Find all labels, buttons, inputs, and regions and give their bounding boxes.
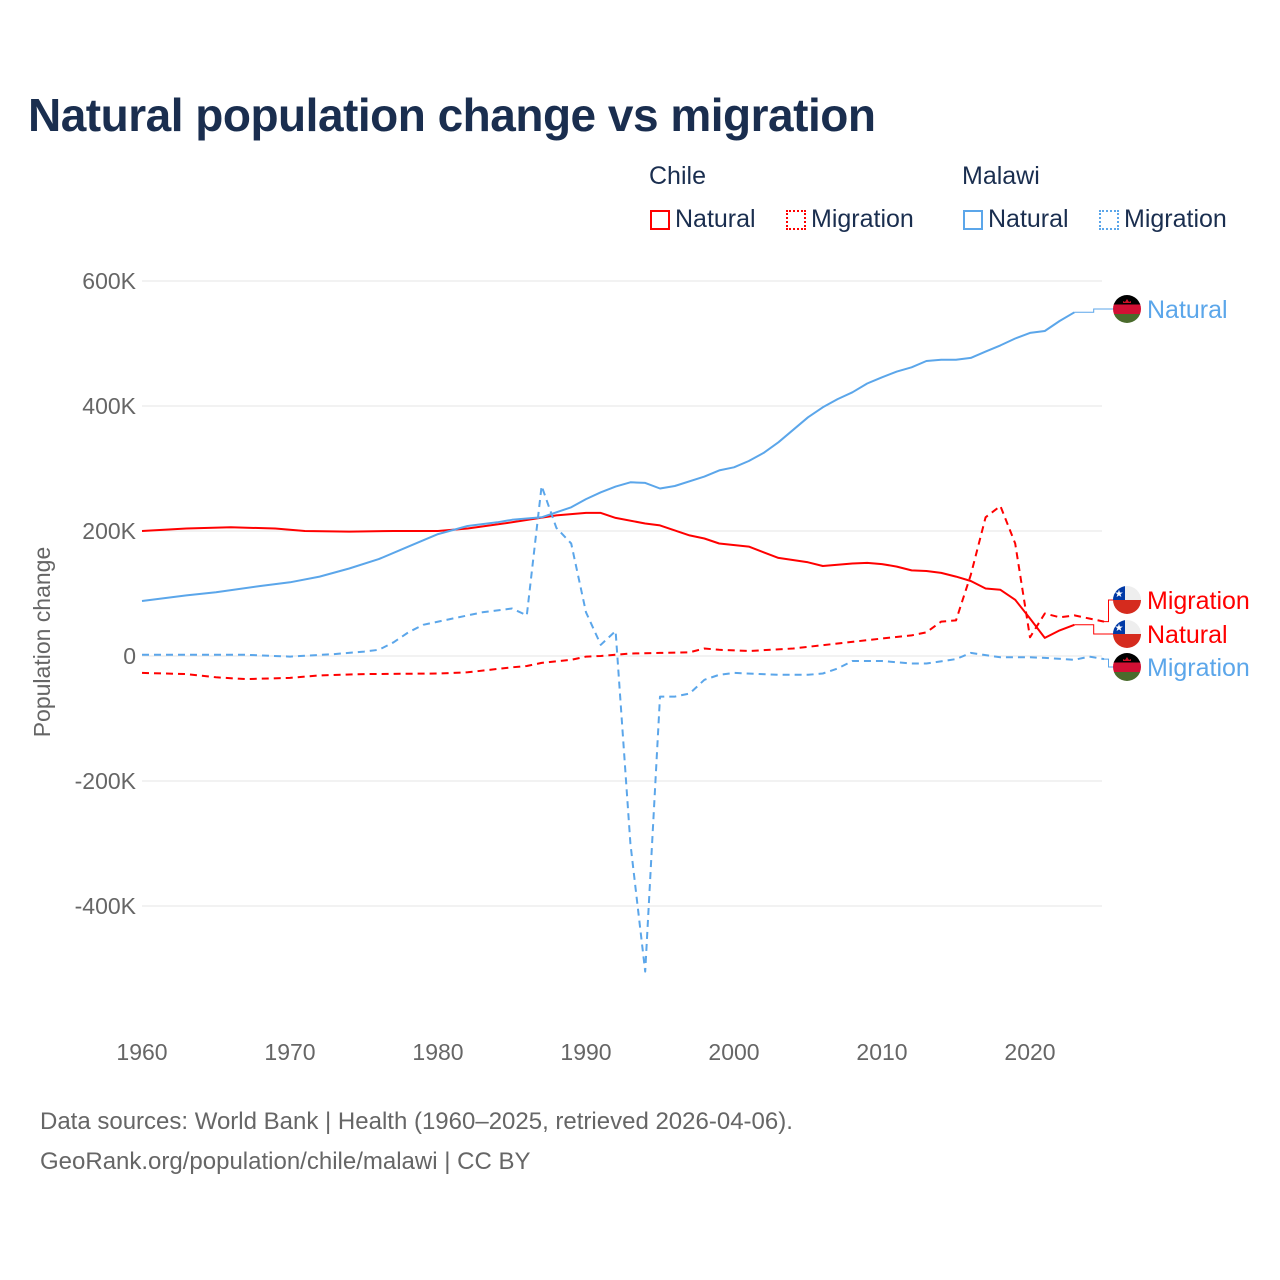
chile-natural-leader-line (1074, 624, 1113, 635)
legend-malawi-natural[interactable]: Natural (963, 205, 1069, 234)
y-tick-label: -200K (75, 768, 137, 794)
malawi-natural-line (141, 311, 1075, 602)
chile-flag-icon (1113, 620, 1141, 648)
legend-malawi-migration[interactable]: Migration (1099, 205, 1227, 234)
chile-natural-line (141, 511, 1075, 639)
malawi-flag-icon (1113, 295, 1141, 324)
malawi-flag-icon (1113, 653, 1141, 682)
malawi-natural-end-label: Natural (1147, 296, 1228, 324)
legend-label: Migration (1124, 205, 1227, 233)
x-tick-label: 1960 (116, 1039, 167, 1065)
x-tick-label: 1970 (264, 1039, 315, 1065)
y-tick-label: 200K (82, 518, 136, 544)
x-tick-label: 2000 (708, 1039, 759, 1065)
y-tick-label: -400K (75, 893, 137, 919)
y-tick-label: 0 (123, 643, 136, 669)
malawi-migration-leader-line (1104, 658, 1113, 668)
chart-title: Natural population change vs migration (28, 89, 876, 141)
x-tick-label: 1980 (412, 1039, 463, 1065)
legend-swatch-dotted (1099, 209, 1119, 230)
legend-chile-migration[interactable]: Migration (786, 205, 914, 234)
legend-label: Natural (675, 205, 756, 233)
y-tick-label: 400K (82, 393, 136, 419)
legend-group-malawi: Malawi (962, 162, 1040, 190)
y-tick-label: 600K (82, 268, 136, 294)
legend-swatch-solid (963, 209, 983, 230)
legend-chile-natural[interactable]: Natural (650, 205, 756, 234)
chile-natural-end-label: Natural (1147, 621, 1228, 649)
legend-swatch-dotted (786, 209, 806, 230)
chile-migration-line (141, 505, 1105, 681)
x-tick-label: 2020 (1004, 1039, 1055, 1065)
x-tick-label: 1990 (560, 1039, 611, 1065)
x-tick-label: 2010 (856, 1039, 907, 1065)
legend-label: Natural (988, 205, 1069, 233)
malawi-migration-line (142, 485, 1105, 973)
y-axis-label: Population change (29, 547, 55, 738)
chile-migration-end-label: Migration (1147, 587, 1250, 615)
legend-label: Migration (811, 205, 914, 233)
chile-flag-icon (1113, 586, 1141, 614)
footer-credit[interactable]: GeoRank.org/population/chile/malawi | CC… (40, 1148, 531, 1175)
malawi-migration-end-label: Migration (1147, 654, 1250, 682)
legend-group-chile: Chile (649, 162, 706, 190)
legend-swatch-solid (650, 209, 670, 230)
malawi-natural-leader-line (1074, 308, 1113, 313)
footer-source: Data sources: World Bank | Health (1960–… (40, 1108, 793, 1135)
chile-migration-leader-line (1104, 599, 1113, 623)
